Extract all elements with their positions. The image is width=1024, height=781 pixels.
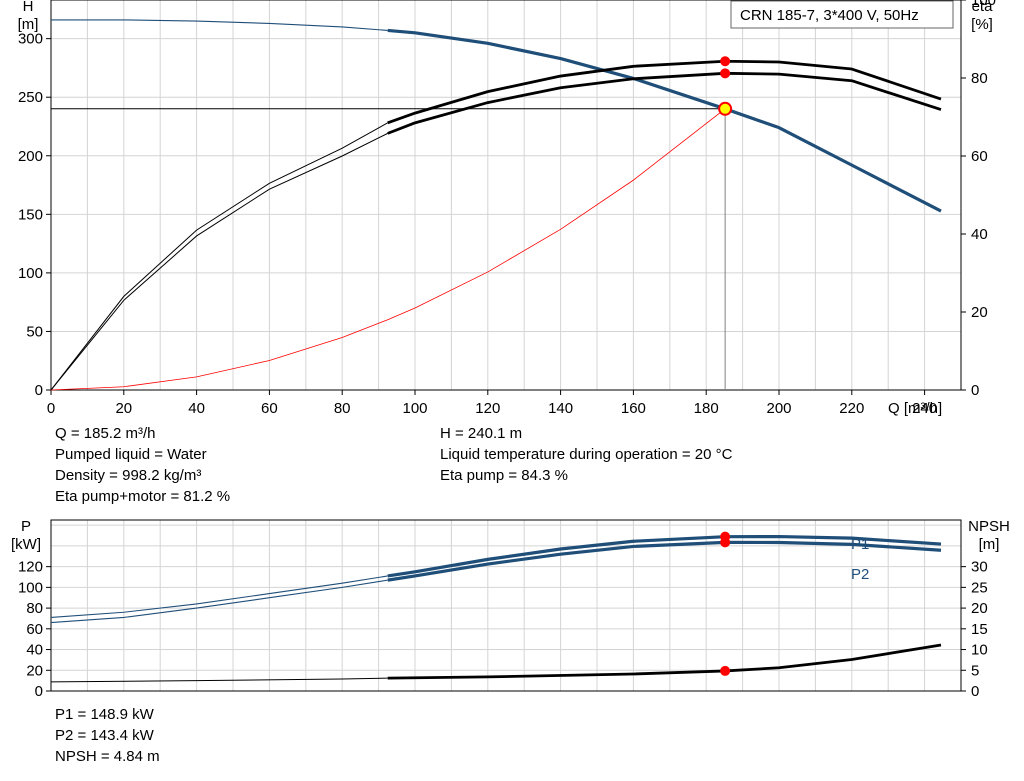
duty-point-marker: [718, 101, 733, 116]
y-left-tick-label: 200: [18, 148, 43, 165]
y-left-tick-label: 60: [26, 621, 43, 638]
eta-pump-curve-extrapolated: [50, 122, 388, 391]
info-p2: P2 = 143.4 kW: [55, 727, 154, 744]
x-axis-title: Q [m³/h]: [888, 400, 942, 417]
y-right-tick-label: 60: [971, 148, 988, 165]
y-right-tick-label: 20: [971, 600, 988, 617]
info-eta-total: Eta pump+motor = 81.2 %: [55, 488, 231, 505]
p1-curve-label: P1: [851, 536, 869, 553]
info-npsh: NPSH = 4.84 m: [55, 748, 160, 765]
y-left-tick-label: 250: [18, 89, 43, 106]
y-right-tick-label: 15: [971, 621, 988, 638]
y-right-axis-unit: [m]: [979, 536, 1000, 553]
power-info: P1 = 148.9 kW P2 = 143.4 kW NPSH = 4.84 …: [55, 704, 160, 767]
y-right-tick-label: 25: [971, 579, 988, 596]
x-tick-label: 0: [47, 400, 55, 417]
y-left-tick-label: 100: [18, 579, 43, 596]
x-tick-label: 120: [475, 400, 500, 417]
p2-curve-label: P2: [851, 566, 869, 583]
x-tick-label: 200: [766, 400, 791, 417]
y-right-tick-label: 20: [971, 304, 988, 321]
y-left-tick-label: 80: [26, 600, 43, 617]
p2-marker: [720, 537, 731, 548]
y-left-axis-title: P: [21, 518, 31, 535]
y-right-tick-label: 0: [971, 382, 979, 399]
x-tick-label: 20: [115, 400, 132, 417]
eta-pump-curve: [387, 59, 942, 125]
y-left-tick-label: 40: [26, 642, 43, 659]
x-tick-label: 40: [188, 400, 205, 417]
x-tick-label: 60: [261, 400, 278, 417]
y-right-tick-label: 0: [971, 683, 979, 700]
x-tick-label: 180: [694, 400, 719, 417]
plot-frame: [50, 519, 962, 692]
x-tick-label: 140: [548, 400, 573, 417]
x-tick-label: 160: [621, 400, 646, 417]
h-curve-extrapolated: [51, 19, 388, 31]
npsh-curve-extrapolated: [50, 677, 388, 683]
x-tick-label: 220: [839, 400, 864, 417]
info-flow: Q = 185.2 m³/h: [55, 425, 156, 442]
y-right-tick-label: 5: [971, 662, 979, 679]
info-p1: P1 = 148.9 kW: [55, 706, 154, 723]
y-left-tick-label: 120: [18, 559, 43, 576]
h-curve: [387, 28, 942, 213]
x-tick-label: 80: [334, 400, 351, 417]
y-left-tick-label: 0: [35, 683, 43, 700]
y-left-tick-label: 20: [26, 662, 43, 679]
y-right-axis-title: NPSH: [968, 518, 1010, 535]
y-left-tick-label: 0: [35, 382, 43, 399]
y-left-axis-title: H: [23, 0, 34, 15]
p1-curve: [387, 534, 942, 578]
operating-info-left: Q = 185.2 m³/h Pumped liquid = Water Den…: [55, 423, 230, 507]
y-right-tick-label: 10: [971, 642, 988, 659]
y-left-tick-label: 150: [18, 206, 43, 223]
x-tick-label: 100: [402, 400, 427, 417]
info-density: Density = 998.2 kg/m³: [55, 467, 202, 484]
y-right-tick-label: 100: [971, 0, 996, 9]
y-left-tick-label: 50: [26, 323, 43, 340]
npsh-marker: [720, 665, 731, 676]
head-efficiency-chart: 050100150200250300020406080100H[m]eta[%]…: [18, 0, 996, 417]
p1-curve-extrapolated: [50, 575, 388, 618]
y-left-tick-label: 300: [18, 31, 43, 48]
info-eta-pump: Eta pump = 84.3 %: [440, 467, 568, 484]
y-right-tick-label: 80: [971, 70, 988, 87]
pump-label-box: CRN 185-7, 3*400 V, 50Hz: [730, 0, 954, 29]
p2-curve-extrapolated: [50, 579, 388, 624]
y-right-tick-label: 30: [971, 559, 988, 576]
plot-frame: [50, 0, 962, 391]
pump-label: CRN 185-7, 3*400 V, 50Hz: [740, 7, 919, 24]
p2-curve: [387, 540, 942, 582]
y-right-tick-label: 40: [971, 226, 988, 243]
eta-pump-motor-curve-extrapolated: [50, 132, 388, 391]
system-curve-curve: [50, 108, 726, 391]
y-right-axis-unit: [%]: [971, 16, 993, 33]
y-left-tick-label: 100: [18, 265, 43, 282]
power-npsh-chart: 0 20 40 60 80 100 120 0 5 10 15 20 25 30 P[kW] NPSH[m]: [11, 518, 1010, 700]
eta-pump-marker: [720, 56, 731, 67]
info-liquid-temperature: Liquid temperature during operation = 20…: [440, 446, 733, 463]
y-left-axis-unit: [m]: [18, 16, 39, 33]
eta-pump-motor-curve: [387, 71, 942, 135]
info-head: H = 240.1 m: [440, 425, 523, 442]
operating-info-right: H = 240.1 m Liquid temperature during op…: [440, 423, 732, 486]
y-right-axis-title: eta: [972, 0, 994, 15]
eta-total-marker: [720, 68, 731, 79]
info-pumped-liquid: Pumped liquid = Water: [55, 446, 207, 463]
y-left-axis-unit: [kW]: [11, 536, 41, 553]
x-tick-label: 240: [912, 400, 937, 417]
